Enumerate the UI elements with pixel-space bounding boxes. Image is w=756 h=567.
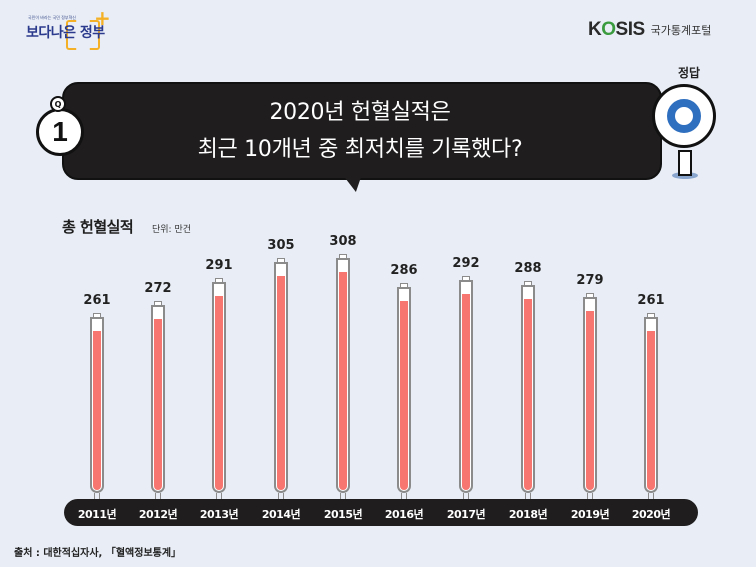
tube-cap xyxy=(339,254,347,258)
bar-value-label: 261 xyxy=(83,293,111,308)
tube-fill xyxy=(154,319,162,490)
test-tube xyxy=(521,285,535,493)
tube-fill xyxy=(647,331,655,490)
tube-fill xyxy=(339,272,347,490)
kosis-logo: KOSIS 국가통계포털 xyxy=(588,18,711,42)
tube-stand xyxy=(340,493,346,499)
x-axis-label: 2016년 xyxy=(384,508,424,521)
test-tube xyxy=(336,258,350,493)
test-tube xyxy=(397,287,411,493)
tube-stand xyxy=(463,493,469,499)
kosis-subtitle: 국가통계포털 xyxy=(650,24,712,37)
tube-fill xyxy=(215,296,223,490)
tube-cap xyxy=(524,281,532,285)
tube-fill xyxy=(586,311,594,490)
source-note: 출처 : 대한적십자사, 「혈액정보통계」 xyxy=(14,548,182,559)
bar-value-label: 286 xyxy=(390,263,418,278)
tube-stand xyxy=(401,493,407,499)
gov-logo-text: 보다나은 정부 xyxy=(26,25,105,41)
chart-unit: 단위: 만건 xyxy=(152,225,192,235)
test-tube xyxy=(274,262,288,493)
gov-logo: 국민이 바라는 국민 정부혁신 보다나은 정부 + xyxy=(18,6,111,50)
bar-value-label: 272 xyxy=(144,281,172,296)
question-line-2: 최근 10개년 중 최저치를 기록했다? xyxy=(197,137,523,162)
tube-cap xyxy=(647,313,655,317)
bar-value-label: 261 xyxy=(637,293,665,308)
x-axis-label: 2015년 xyxy=(323,508,363,521)
tube-fill xyxy=(93,331,101,490)
x-axis-label: 2014년 xyxy=(261,508,301,521)
bar-value-label: 291 xyxy=(205,258,233,273)
answer-label: 정답 xyxy=(677,66,701,80)
bar-value-label: 279 xyxy=(576,273,604,288)
tube-cap xyxy=(462,276,470,280)
x-axis-label: 2013년 xyxy=(199,508,239,521)
x-axis-label: 2020년 xyxy=(631,508,671,521)
bar-value-label: 292 xyxy=(452,256,480,271)
test-tube xyxy=(583,297,597,493)
test-tube xyxy=(459,280,473,493)
tube-stand xyxy=(648,493,654,499)
chart-title: 총 헌혈실적 xyxy=(62,218,134,236)
bar-value-label: 288 xyxy=(514,261,542,276)
gov-logo-tagline: 국민이 바라는 국민 정부혁신 xyxy=(28,15,76,20)
tube-fill xyxy=(277,276,285,490)
tube-fill xyxy=(524,299,532,490)
bar-value-label: 305 xyxy=(267,238,295,253)
tube-fill xyxy=(400,301,408,490)
tube-stand xyxy=(216,493,222,499)
question-number-badge: 1 xyxy=(36,108,84,156)
question-q-badge: Q xyxy=(50,96,66,112)
test-tube xyxy=(644,317,658,493)
question-line-1: 2020년 헌혈실적은 xyxy=(269,100,451,125)
sign-post xyxy=(678,150,692,176)
x-axis-label: 2017년 xyxy=(446,508,486,521)
test-tube xyxy=(151,305,165,493)
circle-o-icon xyxy=(667,99,701,133)
tube-fill xyxy=(462,294,470,490)
bubble-tail xyxy=(342,174,366,192)
test-tube xyxy=(90,317,104,493)
tube-stand xyxy=(587,493,593,499)
x-axis-label: 2018년 xyxy=(508,508,548,521)
tube-stand xyxy=(525,493,531,499)
x-axis-label: 2019년 xyxy=(570,508,610,521)
plus-icon: + xyxy=(94,6,111,30)
x-axis-label: 2012년 xyxy=(138,508,178,521)
tube-cap xyxy=(154,301,162,305)
tube-cap xyxy=(93,313,101,317)
tube-cap xyxy=(400,283,408,287)
tube-stand xyxy=(94,493,100,499)
tube-stand xyxy=(278,493,284,499)
tube-cap xyxy=(277,258,285,262)
kosis-brand: KOSIS xyxy=(588,19,645,40)
tube-cap xyxy=(586,293,594,297)
tube-cap xyxy=(215,278,223,282)
x-axis-bar xyxy=(64,499,698,526)
bar-value-label: 308 xyxy=(329,234,357,249)
x-axis-label: 2011년 xyxy=(77,508,117,521)
test-tube xyxy=(212,282,226,493)
answer-sign xyxy=(652,84,716,148)
tube-stand xyxy=(155,493,161,499)
